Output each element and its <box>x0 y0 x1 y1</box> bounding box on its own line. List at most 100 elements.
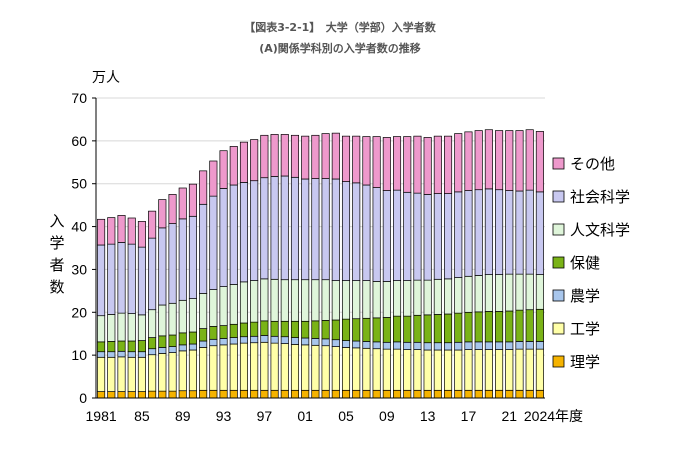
bar-stack-2006 <box>352 135 361 399</box>
x-tick-label: 97 <box>257 408 273 424</box>
bar-segment-1993-s1 <box>219 344 228 391</box>
bar-stack-2023 <box>525 129 534 399</box>
y-tick-label: 70 <box>71 90 87 106</box>
bar-segment-1994-s1 <box>229 343 238 391</box>
bar-segment-1986-s0 <box>148 390 157 399</box>
bar-segment-1985-s4 <box>137 314 146 341</box>
bar-segment-2004-s2 <box>331 339 340 347</box>
bar-segment-1983-s1 <box>117 356 126 392</box>
bar-stack-2020 <box>495 130 504 399</box>
legend-label: 人文科学 <box>570 221 630 239</box>
bar-segment-1999-s5 <box>280 175 289 281</box>
bar-segment-2024-s4 <box>535 274 544 310</box>
bar-segment-1981-s3 <box>97 341 106 353</box>
bar-segment-1994-s6 <box>229 146 238 186</box>
bar-segment-2024-s2 <box>535 341 544 350</box>
bar-segment-1991-s5 <box>199 203 208 294</box>
bar-segment-2021-s4 <box>505 273 514 312</box>
legend-swatch <box>552 256 565 269</box>
bar-stack-1981 <box>97 218 106 399</box>
bar-stack-1994 <box>229 146 238 399</box>
bar-segment-1982-s5 <box>107 243 116 315</box>
bar-segment-1990-s2 <box>188 343 197 351</box>
bar-segment-1981-s6 <box>97 218 106 246</box>
bar-segment-1990-s5 <box>188 215 197 299</box>
bar-segment-1993-s2 <box>219 338 228 346</box>
bar-segment-2014-s5 <box>433 193 442 280</box>
x-tick-label: 01 <box>297 408 313 424</box>
bar-segment-2003-s3 <box>321 320 330 340</box>
bar-stack-1983 <box>117 215 126 399</box>
bar-segment-2017-s3 <box>464 311 473 343</box>
bar-segment-2015-s6 <box>444 135 453 194</box>
bar-segment-2004-s1 <box>331 346 340 391</box>
bar-segment-2010-s6 <box>393 136 402 191</box>
bar-segment-2021-s3 <box>505 310 514 343</box>
bar-segment-2006-s5 <box>352 182 361 281</box>
bar-segment-1982-s1 <box>107 356 116 392</box>
bar-segment-2017-s5 <box>464 190 473 277</box>
bar-segment-1989-s3 <box>178 332 187 346</box>
bar-segment-2002-s1 <box>311 344 320 391</box>
bar-segment-2022-s6 <box>515 130 524 192</box>
bar-segment-2017-s4 <box>464 275 473 313</box>
bar-segment-1994-s2 <box>229 337 238 345</box>
bar-segment-1983-s2 <box>117 350 126 358</box>
x-tick-label: 21 <box>501 408 517 424</box>
bar-segment-2021-s2 <box>505 341 514 350</box>
bar-segment-1984-s1 <box>127 356 136 392</box>
bar-segment-2022-s5 <box>515 190 524 275</box>
x-tick-label: 93 <box>216 408 232 424</box>
bar-segment-2021-s0 <box>505 389 514 399</box>
bar-segment-1997-s5 <box>260 177 269 280</box>
bar-segment-2002-s2 <box>311 338 320 346</box>
bar-segment-2009-s6 <box>382 137 391 191</box>
bar-segment-2015-s4 <box>444 278 453 315</box>
bar-segment-2020-s6 <box>495 130 504 191</box>
bar-segment-2000-s2 <box>290 337 300 345</box>
x-tick-label: 05 <box>338 408 354 424</box>
bar-segment-1992-s1 <box>209 345 218 391</box>
bar-segment-1992-s4 <box>209 289 218 327</box>
y-axis-title: 入学者数 <box>49 212 64 296</box>
y-axis-title-char: 数 <box>49 278 64 296</box>
bar-segment-2007-s6 <box>362 136 371 186</box>
bar-segment-2005-s2 <box>341 340 351 348</box>
bar-segment-1984-s2 <box>127 351 136 358</box>
bar-stack-1996 <box>250 139 259 399</box>
bar-stack-1998 <box>270 134 279 399</box>
bar-stack-2013 <box>423 137 432 399</box>
bar-segment-2017-s1 <box>464 349 473 391</box>
chart-title: 【図表3-2-1】 大学（学部）入学者数 <box>244 21 436 34</box>
bar-segment-1984-s4 <box>127 313 136 342</box>
bar-segment-1984-s5 <box>127 243 136 314</box>
bar-segment-2003-s6 <box>321 133 330 179</box>
x-tick-label: 09 <box>379 408 395 424</box>
bar-segment-1993-s0 <box>219 389 228 399</box>
bar-segment-1985-s0 <box>137 391 146 399</box>
bar-segment-2011-s1 <box>403 349 412 391</box>
bar-segment-2000-s5 <box>290 176 300 281</box>
bar-segment-2003-s0 <box>321 389 330 399</box>
bar-segment-2007-s1 <box>362 347 371 391</box>
y-tick-label: 10 <box>71 347 87 363</box>
bar-segment-2010-s5 <box>393 189 402 281</box>
bar-segment-1992-s2 <box>209 338 218 347</box>
bar-segment-1983-s0 <box>117 391 126 399</box>
legend-label: 社会科学 <box>570 188 630 206</box>
bar-segment-1990-s6 <box>188 183 197 217</box>
bar-segment-1999-s4 <box>280 279 289 322</box>
bar-segment-2020-s4 <box>495 274 504 312</box>
bar-segment-1987-s3 <box>158 335 167 348</box>
bar-segment-2023-s4 <box>525 273 534 311</box>
bar-segment-1992-s3 <box>209 326 218 340</box>
bar-segment-1982-s3 <box>107 341 116 353</box>
bar-segment-2012-s1 <box>413 349 422 391</box>
bar-segment-2021-s5 <box>505 190 514 275</box>
bar-segment-2019-s3 <box>484 311 493 343</box>
bar-segment-2007-s5 <box>362 184 371 281</box>
y-tick-label: 0 <box>79 390 87 406</box>
bar-segment-1992-s5 <box>209 195 218 290</box>
bar-segment-2010-s3 <box>393 315 402 343</box>
bar-segment-1981-s0 <box>97 391 106 399</box>
